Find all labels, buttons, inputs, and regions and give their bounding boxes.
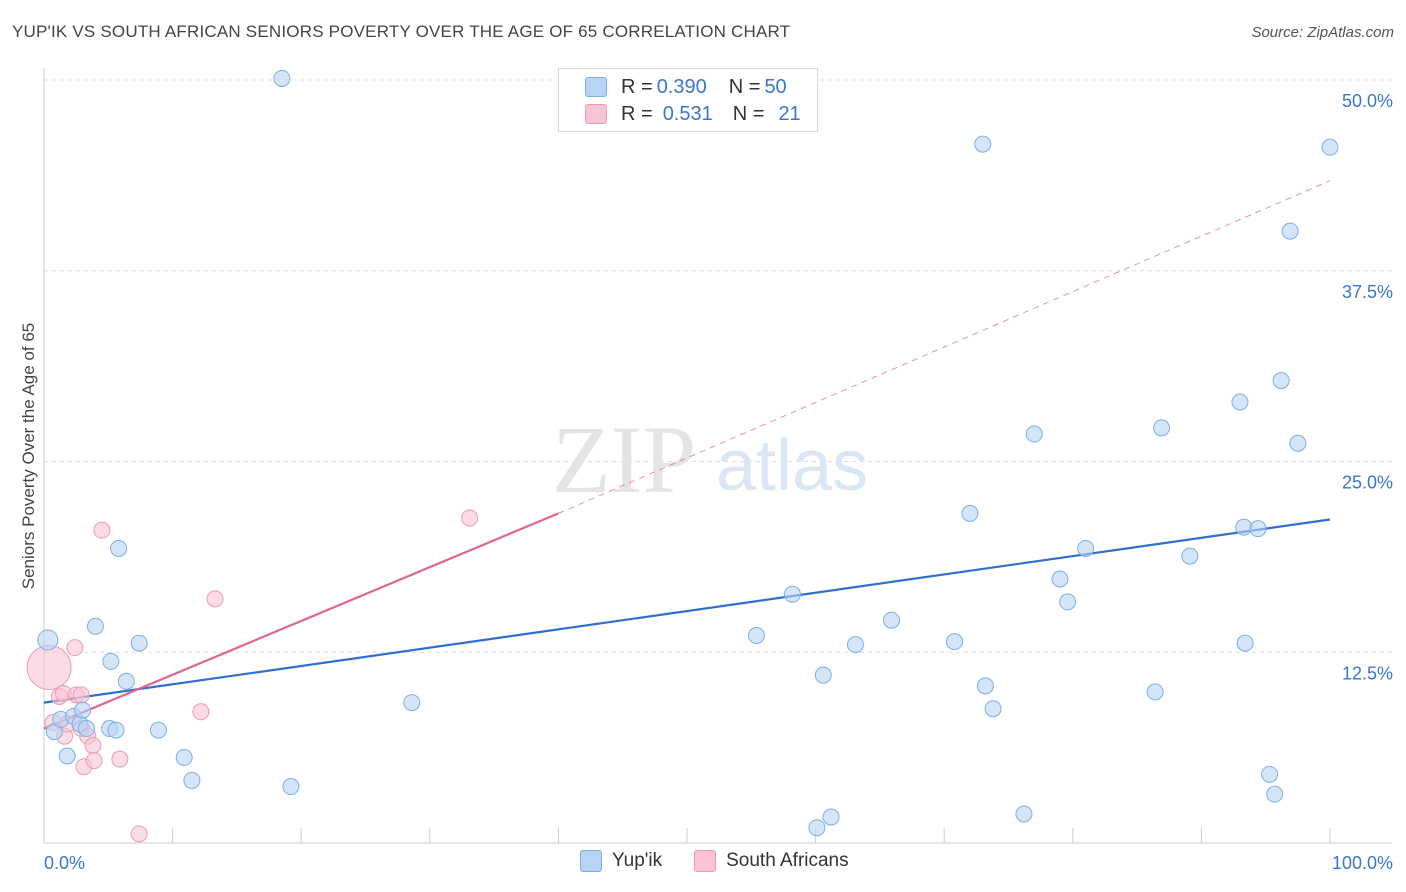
south-africans-point — [111, 750, 129, 768]
south-africans-point — [85, 752, 103, 770]
yupik-point — [77, 720, 95, 738]
south-africans-point — [206, 590, 224, 608]
yupik-point — [808, 819, 826, 837]
chart-title: YUP'IK VS SOUTH AFRICAN SENIORS POVERTY … — [12, 22, 791, 41]
yupik-trend-line — [43, 518, 1331, 704]
south-africans-point — [84, 736, 102, 754]
watermark-atlas: atlas — [716, 426, 868, 506]
yupik-point — [984, 700, 1002, 718]
yupik-point — [110, 539, 128, 557]
yupik-point — [882, 611, 900, 629]
legend-n-value: 21 — [778, 102, 801, 125]
yupik-point — [117, 672, 135, 690]
data-points — [26, 69, 1339, 843]
yupik-point — [282, 778, 300, 796]
yupik-point — [1289, 434, 1307, 452]
legend-r-value: 0.390 — [656, 75, 707, 98]
yupik-point — [273, 69, 291, 87]
legend-r-value: 0.531 — [662, 102, 713, 125]
yupik-point — [403, 694, 421, 712]
legend-label-yupik: Yup'ik — [612, 850, 663, 871]
yupik-point — [37, 629, 59, 651]
south-africans-trend-line — [43, 512, 559, 730]
legend: R = 0.390 N = 50 R = 0.531 N = 21 — [558, 68, 818, 132]
yupik-point — [1236, 634, 1254, 652]
yupik-point — [1181, 547, 1199, 565]
yupik-point — [1281, 222, 1299, 240]
yupik-point — [107, 721, 125, 739]
south-africans-point — [26, 645, 72, 691]
watermark: ZIP atlas — [552, 406, 868, 513]
yupik-point — [1235, 518, 1253, 536]
yupik-point — [74, 701, 92, 719]
trend-lines — [43, 180, 1331, 730]
yupik-point — [102, 652, 120, 670]
yupik-point — [1266, 785, 1284, 803]
watermark-zip: ZIP — [552, 406, 696, 513]
series-legend: Yup'ik South Africans — [580, 850, 881, 872]
south-africans-point — [72, 686, 90, 704]
yupik-point — [1231, 393, 1249, 411]
yupik-point — [814, 666, 832, 684]
yupik-point — [747, 626, 765, 644]
legend-swatch-south-africans — [585, 104, 607, 124]
south-africans-point — [130, 825, 148, 843]
legend-n-label: N = — [732, 102, 765, 125]
legend-swatch-south-africans — [694, 850, 717, 872]
legend-swatch-yupik — [580, 850, 602, 872]
yupik-point — [1146, 683, 1164, 701]
south-africans-point — [66, 639, 84, 657]
y-tick-label: 37.5% — [1342, 282, 1393, 302]
legend-row-south-africans: R = 0.531 N = 21 — [585, 102, 801, 126]
yupik-point — [974, 135, 992, 153]
yupik-point — [1015, 805, 1033, 823]
yupik-point — [1025, 425, 1043, 443]
yupik-point — [822, 808, 840, 826]
yupik-point — [86, 617, 104, 635]
yupik-point — [961, 504, 979, 522]
yupik-point — [130, 634, 148, 652]
y-tick-label: 50.0% — [1342, 91, 1393, 111]
legend-r-label: R = — [621, 102, 653, 125]
south-africans-point — [461, 509, 479, 527]
y-axis-label: Seniors Poverty Over the Age of 65 — [19, 323, 38, 589]
yupik-point — [1059, 593, 1077, 611]
legend-item-south-africans[interactable]: South Africans — [694, 850, 849, 872]
yupik-point — [175, 749, 193, 767]
yupik-point — [945, 633, 963, 651]
legend-n-value: 50 — [764, 75, 787, 98]
yupik-point — [149, 721, 167, 739]
legend-swatch-yupik — [585, 77, 607, 97]
yupik-point — [1261, 765, 1279, 783]
x-tick-label: 0.0% — [44, 853, 85, 873]
legend-item-yupik[interactable]: Yup'ik — [580, 850, 662, 872]
yupik-point — [783, 585, 801, 603]
yupik-point — [1153, 419, 1171, 437]
gridlines — [44, 79, 1392, 653]
yupik-point — [846, 636, 864, 654]
yupik-point — [1272, 372, 1290, 390]
south-africans-point — [192, 703, 210, 721]
south-africans-trend-extension — [558, 180, 1331, 514]
legend-n-label: N = — [728, 75, 761, 98]
y-tick-label: 25.0% — [1342, 473, 1393, 493]
x-tick-label: 100.0% — [1332, 853, 1393, 873]
y-tick-label: 12.5% — [1342, 663, 1393, 683]
south-africans-point — [93, 521, 111, 539]
yupik-point — [976, 677, 994, 695]
legend-row-yupik: R = 0.390 N = 50 — [585, 75, 787, 99]
axes: 12.5% 25.0% 37.5% 50.0% 0.0% 100.0% — [43, 68, 1393, 873]
yupik-point — [58, 747, 76, 765]
yupik-point — [1051, 570, 1069, 588]
yupik-point — [1077, 539, 1095, 557]
source-credit: Source: ZipAtlas.com — [1251, 24, 1394, 41]
yupik-point — [1249, 520, 1267, 538]
legend-r-label: R = — [621, 75, 653, 98]
legend-label-south-africans: South Africans — [726, 850, 849, 871]
yupik-point — [183, 771, 201, 789]
yupik-point — [1321, 138, 1339, 156]
